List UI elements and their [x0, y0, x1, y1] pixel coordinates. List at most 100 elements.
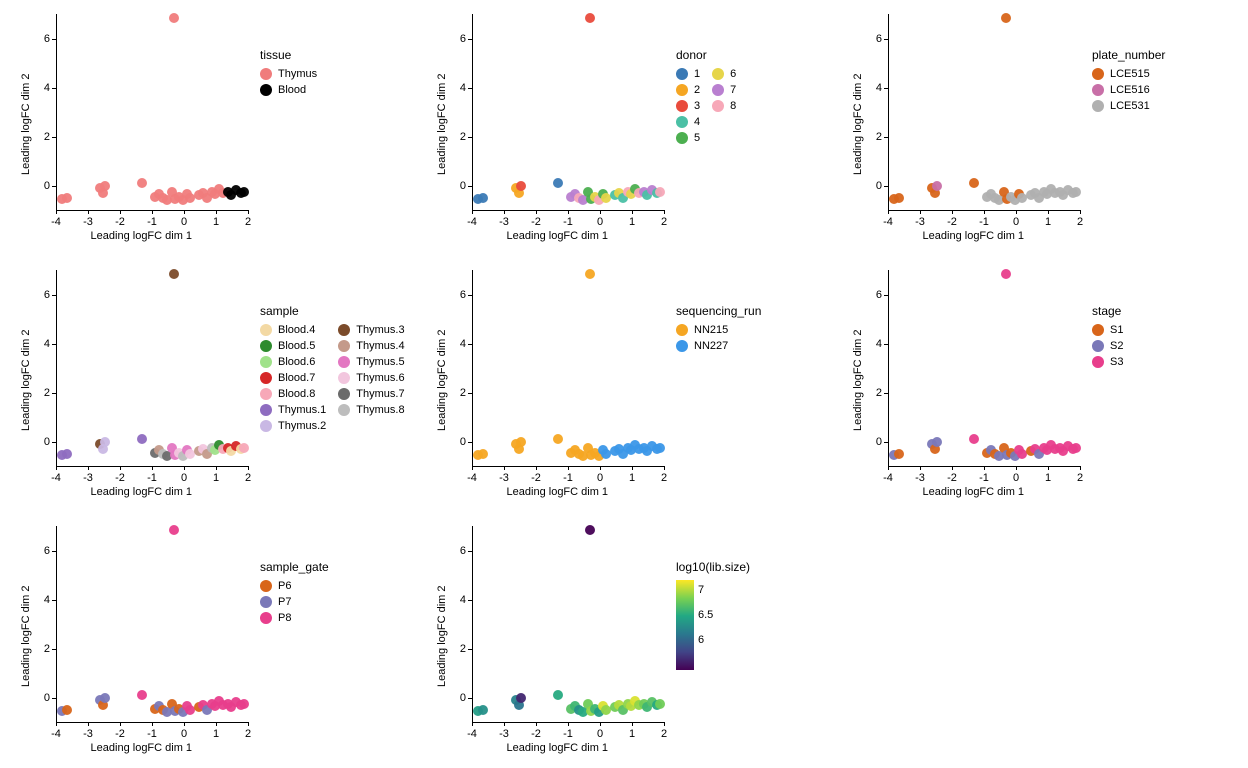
x-tick-label: 0 [597, 728, 603, 740]
x-tick-label: -4 [51, 728, 61, 740]
x-tick-label: -2 [531, 216, 541, 228]
y-tick-label: 4 [446, 338, 466, 350]
legend-swatch [260, 356, 272, 368]
legend-label: S1 [1110, 324, 1123, 336]
legend-swatch [676, 68, 688, 80]
x-tick [1048, 210, 1049, 214]
legend-title: sequencing_run [676, 304, 761, 318]
data-point [169, 13, 179, 23]
data-point [239, 187, 249, 197]
legend-label: Thymus.7 [356, 388, 404, 400]
y-axis-label: Leading logFC dim 2 [436, 73, 448, 175]
legend-title: sample [260, 304, 405, 318]
y-tick-label: 0 [30, 180, 50, 192]
x-tick-label: -1 [147, 216, 157, 228]
legend: donor12345678 [676, 48, 736, 146]
panel: 0246-4-3-2-1012Leading logFC dim 2Leadin… [416, 0, 832, 256]
y-tick-label: 4 [30, 82, 50, 94]
data-point [553, 178, 563, 188]
legend: log10(lib.size)66.57 [676, 560, 750, 670]
data-point [894, 193, 904, 203]
y-tick [52, 186, 56, 187]
y-tick-label: 4 [862, 82, 882, 94]
x-tick-label: 0 [1013, 472, 1019, 484]
legend-swatch [338, 388, 350, 400]
x-tick [600, 722, 601, 726]
legend-item [1092, 114, 1150, 130]
legend-swatch [260, 580, 272, 592]
y-tick [468, 137, 472, 138]
x-tick-label: -3 [915, 472, 925, 484]
legend-swatch [338, 372, 350, 384]
x-tick-label: 0 [1013, 216, 1019, 228]
y-axis-label: Leading logFC dim 2 [20, 73, 32, 175]
legend-swatch [712, 100, 724, 112]
x-tick-label: 0 [597, 216, 603, 228]
legend-label: 4 [694, 116, 700, 128]
y-tick-label: 4 [446, 82, 466, 94]
legend-swatch [676, 100, 688, 112]
x-tick [248, 722, 249, 726]
x-tick-label: -2 [115, 216, 125, 228]
x-tick [216, 210, 217, 214]
legend-label: Blood.5 [278, 340, 315, 352]
x-tick-label: -4 [883, 216, 893, 228]
x-tick [664, 722, 665, 726]
data-point [932, 437, 942, 447]
x-tick [920, 466, 921, 470]
legend-label: S3 [1110, 356, 1123, 368]
legend-item: S2 [1092, 338, 1123, 354]
legend-swatch [338, 356, 350, 368]
legend-label: 1 [694, 68, 700, 80]
legend: sequencing_runNN215NN227 [676, 304, 761, 370]
data-point [478, 193, 488, 203]
data-point [185, 449, 195, 459]
legend-item: Blood.7 [260, 370, 326, 386]
x-tick-label: 2 [1077, 216, 1083, 228]
data-point [601, 449, 611, 459]
y-tick-label: 2 [30, 643, 50, 655]
x-tick-label: -2 [947, 216, 957, 228]
data-point [969, 178, 979, 188]
x-tick-label: 0 [181, 216, 187, 228]
legend-label: Blood.4 [278, 324, 315, 336]
x-tick-label: -3 [83, 216, 93, 228]
x-tick-label: 1 [213, 472, 219, 484]
y-tick [884, 442, 888, 443]
data-point [601, 193, 611, 203]
legend-label: LCE515 [1110, 68, 1150, 80]
x-tick [56, 722, 57, 726]
legend-swatch [260, 372, 272, 384]
x-tick-label: 2 [1077, 472, 1083, 484]
legend-item: Blood.8 [260, 386, 326, 402]
y-tick-label: 6 [30, 289, 50, 301]
y-tick-label: 6 [30, 33, 50, 45]
x-tick [472, 210, 473, 214]
data-point [100, 437, 110, 447]
x-tick-label: 2 [661, 728, 667, 740]
y-tick [884, 39, 888, 40]
x-tick [888, 210, 889, 214]
x-tick [216, 722, 217, 726]
y-tick-label: 4 [862, 338, 882, 350]
x-tick-label: -2 [115, 728, 125, 740]
legend-swatch [676, 356, 688, 368]
legend-swatch [676, 340, 688, 352]
legend-label: NN227 [694, 340, 728, 352]
legend: tissueThymusBlood [260, 48, 317, 114]
y-tick-label: 0 [446, 436, 466, 448]
legend-label: LCE516 [1110, 84, 1150, 96]
legend-item: P6 [260, 578, 291, 594]
x-tick-label: 1 [629, 472, 635, 484]
legend-title: donor [676, 48, 736, 62]
y-tick [884, 88, 888, 89]
data-point [553, 690, 563, 700]
x-tick [184, 210, 185, 214]
data-point [239, 443, 249, 453]
x-tick [536, 210, 537, 214]
y-tick-label: 0 [446, 180, 466, 192]
legend-swatch [1092, 356, 1104, 368]
x-tick [56, 210, 57, 214]
y-tick [884, 295, 888, 296]
y-tick-label: 6 [862, 289, 882, 301]
